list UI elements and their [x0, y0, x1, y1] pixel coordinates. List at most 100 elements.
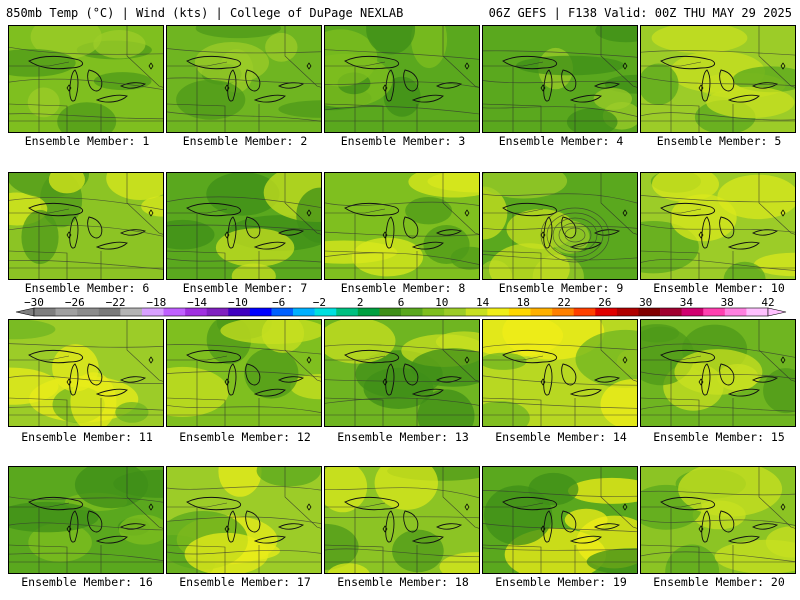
colorbar-swatch [141, 308, 164, 316]
temperature-field-map [9, 320, 163, 426]
colorbar-swatch [120, 308, 143, 316]
colorbar-tick-label: 14 [476, 296, 490, 309]
colorbar-swatch [34, 308, 56, 316]
ensemble-map-panel [640, 319, 796, 427]
ensemble-member-label: Ensemble Member: 10 [653, 281, 785, 295]
colorbar-swatch [55, 308, 78, 316]
colorbar-tick-label: −2 [313, 296, 326, 309]
ensemble-map-panel [482, 172, 638, 280]
ensemble-member-label: Ensemble Member: 11 [21, 430, 153, 444]
colorbar-swatch [163, 308, 186, 316]
temperature-field-map [641, 26, 795, 132]
colorbar-max-arrow [767, 307, 787, 317]
colorbar-swatch [508, 308, 531, 316]
temperature-field-map [483, 467, 637, 573]
colorbar-swatch [552, 308, 575, 316]
colorbar-tick-label: 42 [761, 296, 774, 309]
colorbar-tick-label: 26 [598, 296, 611, 309]
colorbar-tick-label: 22 [557, 296, 570, 309]
colorbar-min-arrow [15, 307, 35, 317]
run-valid-info: 06Z GEFS | F138 Valid: 00Z THU MAY 29 20… [488, 6, 792, 20]
ensemble-member-label: Ensemble Member: 15 [653, 430, 785, 444]
colorbar-tick-label: −10 [228, 296, 248, 309]
colorbar-swatch [98, 308, 121, 316]
ensemble-member-label: Ensemble Member: 19 [495, 575, 627, 589]
colorbar-swatch [379, 308, 402, 316]
ensemble-map-panel [640, 172, 796, 280]
temperature-field-map [641, 320, 795, 426]
ensemble-map-panel [166, 466, 322, 574]
temperature-field-map [325, 26, 479, 132]
temperature-field-map [641, 467, 795, 573]
temperature-field-map [9, 173, 163, 279]
colorbar-tick-label: −26 [65, 296, 85, 309]
ensemble-map-panel [482, 319, 638, 427]
colorbar-swatch [293, 308, 315, 316]
chart-title: 850mb Temp (°C) | Wind (kts) | College o… [6, 6, 404, 20]
colorbar-tick-label: −18 [146, 296, 166, 309]
ensemble-member-label: Ensemble Member: 6 [24, 281, 150, 295]
colorbar-swatch [249, 308, 272, 316]
ensemble-map-panel [8, 172, 164, 280]
ensemble-member-label: Ensemble Member: 13 [337, 430, 469, 444]
temperature-field-map [167, 26, 321, 132]
ensemble-member-label: Ensemble Member: 4 [498, 134, 624, 148]
temperature-field-map [483, 173, 637, 279]
colorbar-swatch [746, 308, 769, 316]
temperature-field-map [9, 467, 163, 573]
colorbar-swatch [660, 308, 682, 316]
colorbar-swatch [314, 308, 337, 316]
ensemble-map-panel [166, 25, 322, 133]
temperature-field-map [325, 320, 479, 426]
colorbar-swatch [530, 308, 553, 316]
ensemble-member-label: Ensemble Member: 8 [340, 281, 466, 295]
ensemble-map-panel [324, 319, 480, 427]
ensemble-member-label: Ensemble Member: 3 [340, 134, 466, 148]
ensemble-member-label: Ensemble Member: 1 [24, 134, 150, 148]
colorbar-tick-label: −30 [24, 296, 44, 309]
colorbar-swatch [616, 308, 639, 316]
ensemble-member-label: Ensemble Member: 2 [182, 134, 308, 148]
temperature-field-map [167, 467, 321, 573]
colorbar-swatch [573, 308, 596, 316]
colorbar-swatch [271, 308, 294, 316]
ensemble-map-panel [482, 466, 638, 574]
colorbar-tick-label: 34 [680, 296, 694, 309]
temperature-field-map [641, 173, 795, 279]
temperature-field-map [325, 173, 479, 279]
ensemble-map-panel [324, 172, 480, 280]
temperature-field-map [483, 26, 637, 132]
colorbar-swatch [638, 308, 661, 316]
colorbar-swatch [465, 308, 488, 316]
ensemble-map-panel [166, 319, 322, 427]
colorbar-swatch [724, 308, 747, 316]
ensemble-member-label: Ensemble Member: 17 [179, 575, 311, 589]
colorbar-tick-label: −6 [272, 296, 285, 309]
colorbar-swatch [185, 308, 208, 316]
colorbar-swatch [681, 308, 704, 316]
colorbar-swatch [336, 308, 359, 316]
temperature-field-map [167, 320, 321, 426]
ensemble-member-label: Ensemble Member: 18 [337, 575, 469, 589]
colorbar-swatch [357, 308, 380, 316]
colorbar-tick-label: 18 [517, 296, 530, 309]
ensemble-map-panel [8, 25, 164, 133]
colorbar-swatch [77, 308, 100, 316]
ensemble-member-label: Ensemble Member: 9 [498, 281, 624, 295]
colorbar-swatch [487, 308, 510, 316]
ensemble-map-panel [640, 466, 796, 574]
ensemble-map-panel [8, 466, 164, 574]
ensemble-member-label: Ensemble Member: 14 [495, 430, 627, 444]
ensemble-map-panel [8, 319, 164, 427]
ensemble-map-panel [324, 25, 480, 133]
colorbar-tick-label: −14 [187, 296, 207, 309]
ensemble-map-panel [166, 172, 322, 280]
colorbar-swatch [595, 308, 618, 316]
colorbar-tick-label: 6 [398, 296, 405, 309]
colorbar-swatch [206, 308, 229, 316]
ensemble-member-label: Ensemble Member: 7 [182, 281, 308, 295]
colorbar-tick-label: 38 [721, 296, 734, 309]
ensemble-member-label: Ensemble Member: 12 [179, 430, 311, 444]
colorbar-tick-label: −22 [106, 296, 126, 309]
temperature-field-map [325, 467, 479, 573]
